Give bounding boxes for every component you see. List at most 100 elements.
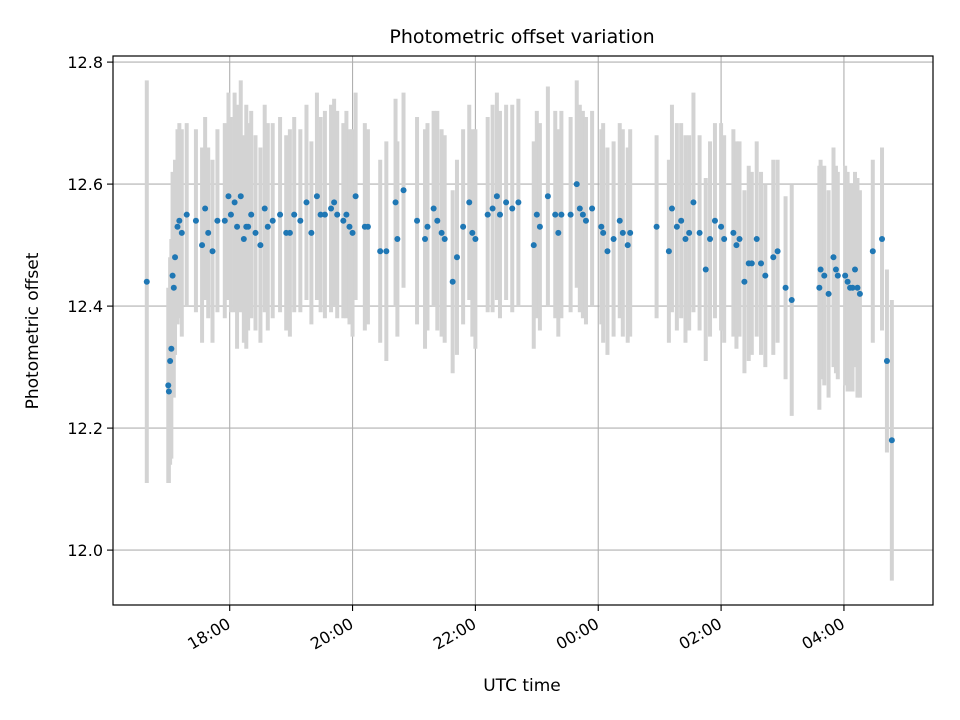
data-point — [192, 217, 199, 224]
y-axis-label: Photometric offset — [23, 252, 43, 409]
data-point — [328, 205, 335, 212]
data-point — [678, 217, 685, 224]
data-point — [453, 254, 460, 261]
data-point — [286, 229, 293, 236]
data-point — [558, 211, 565, 218]
data-point — [264, 223, 271, 230]
data-point — [721, 236, 728, 242]
data-point — [199, 242, 206, 249]
data-point — [308, 229, 315, 236]
data-point — [143, 278, 150, 285]
data-point — [573, 181, 580, 188]
data-point — [849, 284, 856, 291]
data-point — [515, 199, 522, 206]
x-axis-ticks: 18:00 20:00 22:00 00:00 02:00 04:00 — [184, 605, 848, 654]
data-point — [466, 199, 473, 206]
data-point — [832, 266, 839, 273]
y-axis-ticks: 12.0 12.2 12.4 12.6 12.8 — [67, 53, 113, 560]
data-point — [600, 229, 607, 236]
data-point — [653, 223, 660, 230]
data-point — [774, 248, 781, 255]
data-point — [616, 217, 623, 224]
data-point — [503, 199, 510, 206]
data-point — [496, 211, 503, 218]
data-point — [825, 290, 832, 297]
data-point — [816, 284, 823, 291]
x-axis-label: UTC time — [483, 676, 561, 696]
data-point — [624, 242, 631, 249]
data-point — [589, 205, 596, 212]
data-point — [352, 193, 359, 200]
data-point — [422, 236, 429, 242]
data-point — [741, 278, 748, 285]
data-point — [237, 193, 244, 200]
data-point — [165, 382, 172, 389]
data-point — [598, 223, 605, 230]
data-point — [317, 211, 324, 218]
data-point — [830, 254, 837, 261]
data-point — [245, 223, 252, 230]
data-point — [441, 236, 448, 242]
data-point — [854, 284, 861, 291]
data-point — [240, 236, 247, 242]
data-point — [165, 388, 172, 395]
data-point — [888, 437, 895, 444]
data-point — [394, 236, 401, 242]
data-point — [231, 199, 238, 206]
data-point — [221, 217, 228, 224]
y-tick-label: 12.4 — [67, 297, 103, 316]
data-point — [291, 211, 298, 218]
y-tick-label: 12.0 — [67, 541, 103, 560]
y-tick-label: 12.2 — [67, 419, 103, 438]
data-point — [533, 211, 540, 218]
data-point — [762, 272, 769, 279]
y-tick-label: 12.6 — [67, 175, 103, 194]
data-point — [856, 290, 863, 297]
data-point — [424, 223, 431, 230]
data-point — [579, 211, 586, 218]
x-tick-label: 20:00 — [307, 614, 356, 654]
data-point — [753, 236, 760, 242]
data-point — [627, 229, 634, 236]
data-point — [400, 187, 407, 194]
data-point — [214, 217, 221, 224]
data-point — [340, 217, 347, 224]
data-point — [718, 223, 725, 230]
data-point — [331, 199, 338, 206]
data-point — [879, 236, 886, 242]
data-point — [172, 254, 179, 261]
data-point — [567, 211, 574, 218]
data-point — [438, 229, 445, 236]
data-point — [493, 193, 500, 200]
data-point — [711, 217, 718, 224]
data-point — [269, 217, 276, 224]
data-point — [334, 211, 341, 218]
data-point — [673, 223, 680, 230]
data-point — [248, 211, 255, 218]
data-point — [668, 205, 675, 212]
data-point — [430, 205, 437, 212]
data-point — [183, 211, 190, 218]
data-point — [349, 229, 356, 236]
data-point — [748, 260, 755, 267]
data-point — [869, 248, 876, 255]
data-point — [168, 345, 175, 352]
data-point — [782, 284, 789, 291]
error-bars — [144, 80, 894, 581]
data-point — [821, 272, 828, 279]
data-point — [484, 211, 491, 218]
data-point — [770, 254, 777, 261]
data-point — [205, 229, 212, 236]
data-point — [414, 217, 421, 224]
data-point — [346, 223, 353, 230]
data-point — [277, 211, 284, 218]
data-point — [883, 358, 890, 364]
x-tick-label: 22:00 — [430, 614, 479, 654]
data-point — [576, 205, 583, 212]
chart-title: Photometric offset variation — [389, 26, 654, 48]
data-point — [227, 211, 234, 218]
x-tick-label: 00:00 — [553, 614, 602, 654]
x-tick-label: 18:00 — [184, 614, 233, 654]
data-point — [844, 278, 851, 285]
